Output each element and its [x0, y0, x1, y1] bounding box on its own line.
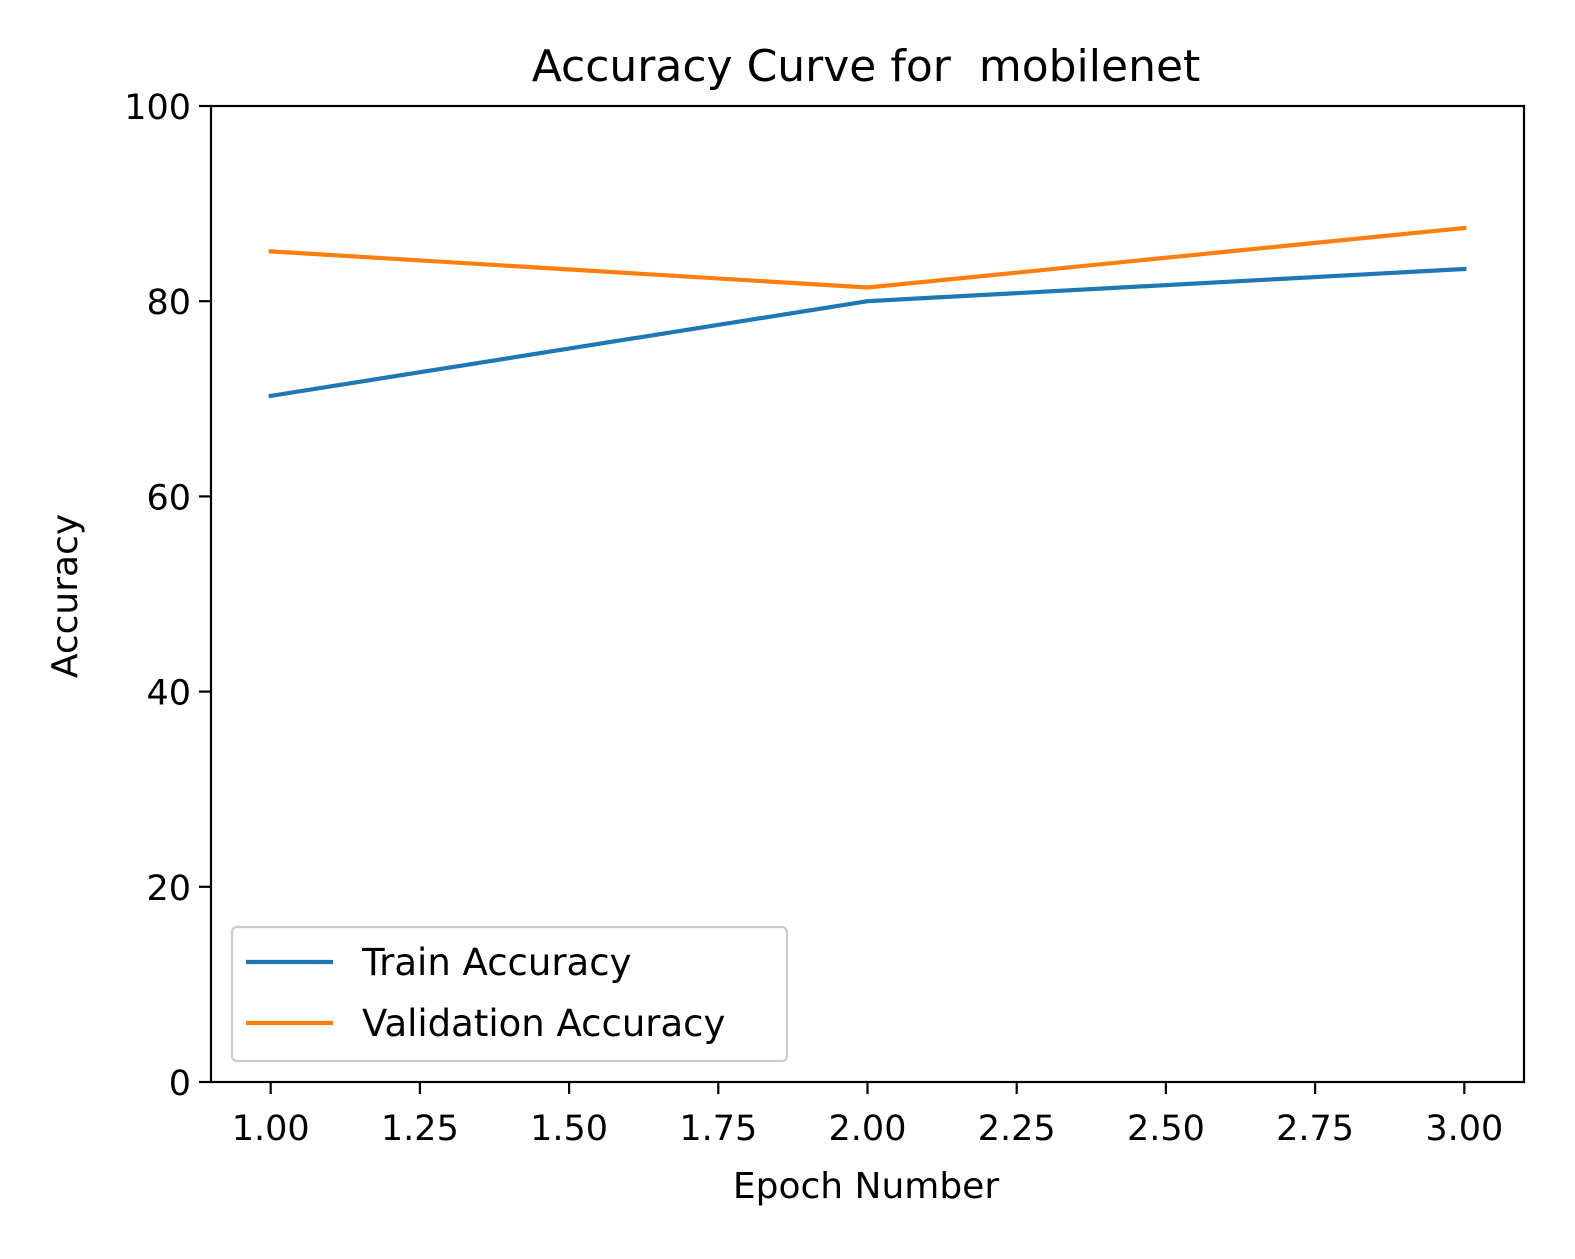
- series-line-1: [268, 225, 1467, 290]
- series-line-0: [268, 266, 1467, 399]
- x-tick-label: 2.50: [1127, 1109, 1205, 1149]
- legend-label-1: Validation Accuracy: [362, 1002, 725, 1045]
- legend-label-0: Train Accuracy: [361, 941, 631, 984]
- x-tick-label: 1.75: [679, 1109, 757, 1149]
- y-tick-label: 0: [169, 1064, 191, 1104]
- y-axis-label: Accuracy: [45, 514, 86, 678]
- chart-title: Accuracy Curve for mobilenet: [532, 41, 1201, 92]
- y-tick-label: 80: [146, 283, 191, 323]
- y-tick-label: 20: [146, 869, 191, 909]
- x-tick-label: 2.00: [829, 1109, 907, 1149]
- x-tick-label: 2.25: [978, 1109, 1056, 1149]
- x-tick-label: 2.75: [1276, 1109, 1354, 1149]
- y-tick-label: 100: [124, 88, 191, 128]
- legend: Train Accuracy Validation Accuracy: [230, 925, 789, 1063]
- y-tick-label: 60: [146, 478, 191, 518]
- x-tick-label: 1.50: [530, 1109, 608, 1149]
- legend-box: [230, 925, 789, 1063]
- x-tick-label: 3.00: [1425, 1109, 1503, 1149]
- x-tick-label: 1.25: [381, 1109, 459, 1149]
- y-tick-label: 40: [146, 674, 191, 714]
- x-tick-label: 1.00: [232, 1109, 310, 1149]
- x-axis-label: Epoch Number: [733, 1166, 999, 1207]
